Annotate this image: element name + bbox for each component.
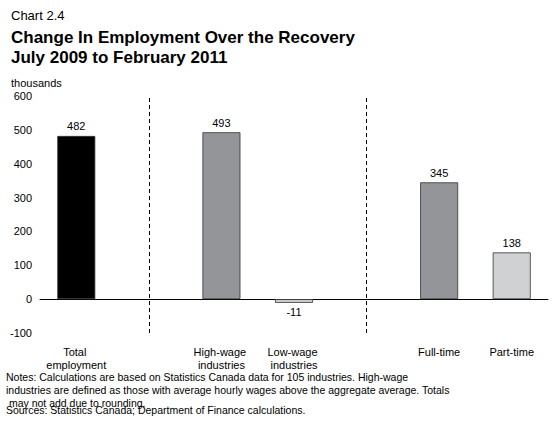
svg-text:industries are defined as thos: industries are defined as those with ave… [6, 384, 449, 396]
svg-text:138: 138 [503, 237, 521, 249]
svg-text:400: 400 [14, 158, 32, 170]
svg-text:Full-time: Full-time [418, 346, 460, 358]
svg-text:-11: -11 [286, 306, 301, 318]
svg-text:High-wage: High-wage [194, 346, 250, 358]
svg-text:industries: industries [270, 359, 318, 371]
svg-text:300: 300 [14, 192, 32, 204]
svg-text:200: 200 [14, 225, 32, 237]
svg-text:July 2009 to February 2011: July 2009 to February 2011 [11, 48, 227, 67]
svg-text:employment: employment [46, 359, 106, 371]
svg-text:Part-time: Part-time [489, 346, 534, 358]
svg-text:thousands: thousands [11, 77, 62, 89]
svg-text:345: 345 [430, 167, 448, 179]
svg-text:may not add due to rounding.: may not add due to rounding. [6, 396, 146, 409]
svg-text:493: 493 [212, 117, 230, 129]
svg-text:industries: industries [198, 359, 246, 371]
svg-text:Change In Employment Over the: Change In Employment Over the Recovery [11, 28, 355, 47]
svg-text:-100: -100 [10, 327, 32, 339]
svg-text:Chart 2.4: Chart 2.4 [11, 8, 64, 23]
svg-text:600: 600 [14, 90, 32, 102]
svg-text:100: 100 [14, 259, 32, 271]
svg-text:Total: Total [63, 346, 89, 358]
svg-text:Low-wage: Low-wage [267, 346, 320, 358]
svg-text:Sources: Statistics Canada; De: Sources: Statistics Canada; Department o… [6, 404, 305, 416]
svg-text:0: 0 [26, 293, 32, 305]
svg-text:482: 482 [67, 120, 85, 132]
svg-text:Notes: Calculations are based: Notes: Calculations are based on Statist… [6, 371, 411, 383]
svg-text:500: 500 [14, 124, 32, 136]
